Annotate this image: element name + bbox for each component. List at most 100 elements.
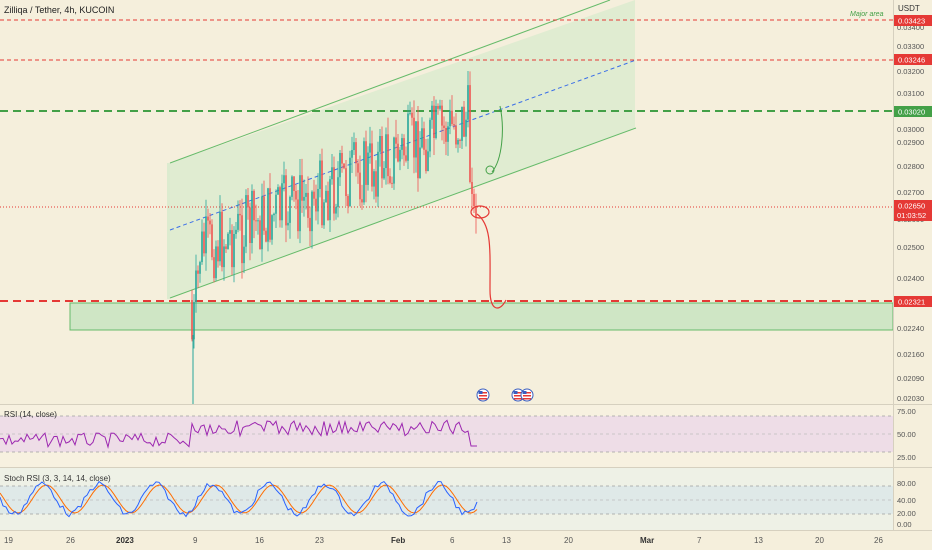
candle-body (229, 230, 231, 234)
candle-body (353, 142, 355, 151)
candle-body (405, 155, 407, 161)
rsi-line (0, 419, 477, 449)
candle-body (303, 196, 305, 201)
candle-body (331, 167, 333, 180)
price-tick: 0.03300 (897, 42, 924, 51)
candle-body (265, 230, 267, 242)
candle-body (371, 143, 373, 187)
candle-body (417, 121, 419, 179)
candle-body (433, 105, 435, 138)
candle-body (263, 196, 265, 231)
us-flag-icon[interactable] (520, 388, 534, 402)
candle-body (225, 246, 227, 249)
candle-body (337, 177, 339, 208)
us-flag-icon[interactable] (511, 388, 525, 402)
price-badge: 0.03423 (894, 15, 932, 26)
time-tick: 6 (450, 536, 455, 545)
candle-body (297, 199, 299, 232)
candle-body (409, 112, 411, 114)
candle-body (453, 124, 455, 126)
candle-body (291, 176, 293, 197)
candle-body (283, 175, 285, 184)
time-tick: 20 (564, 536, 573, 545)
candle-body (323, 202, 325, 226)
channel-lower-line (169, 127, 637, 299)
candle-body (251, 190, 253, 244)
candle-body (475, 206, 477, 218)
candle-body (347, 195, 349, 207)
rsi-label[interactable]: RSI (14, close) (4, 410, 57, 419)
candle-body (351, 150, 353, 158)
candle-body (397, 143, 399, 162)
svg-text:0.02650: 0.02650 (898, 202, 925, 211)
candle-body (289, 196, 291, 223)
candle-body (387, 134, 389, 177)
candle-body (445, 127, 447, 142)
stoch-d-line (0, 484, 478, 514)
price-tick: 0.02700 (897, 188, 924, 197)
us-flag-icon[interactable] (476, 388, 490, 402)
green-curve (491, 105, 503, 173)
candle-body (451, 110, 453, 125)
stoch-label[interactable]: Stoch RSI (3, 3, 14, 14, close) (4, 474, 111, 483)
price-tick: 0.03400 (897, 23, 924, 32)
candle-body (209, 220, 211, 225)
time-tick: 2023 (116, 536, 134, 545)
candle-body (413, 117, 415, 158)
svg-text:0.02321: 0.02321 (898, 298, 925, 307)
candle-body (271, 215, 273, 240)
time-tick: 13 (502, 536, 511, 545)
candle-body (293, 176, 295, 192)
candle-body (379, 135, 381, 152)
candle-body (223, 246, 225, 268)
price-tick: 0.02400 (897, 274, 924, 283)
candle-body (329, 179, 331, 221)
candle-body (279, 187, 281, 221)
svg-text:0.03020: 0.03020 (898, 108, 925, 117)
candle-body (191, 300, 193, 340)
candle-body (469, 85, 471, 182)
svg-text:0.03246: 0.03246 (898, 56, 925, 65)
price-tick: 0.03100 (897, 89, 924, 98)
candle-body (395, 137, 397, 144)
candle-body (249, 207, 251, 244)
candle-body (275, 194, 277, 214)
candle-body (221, 211, 223, 268)
major-area-label: Major area (850, 11, 884, 18)
candle-body (195, 270, 197, 303)
candle-body (449, 110, 451, 127)
candle-body (193, 302, 195, 340)
candle-body (373, 171, 375, 187)
candle-body (419, 147, 421, 179)
candle-body (355, 142, 357, 164)
candle-body (281, 183, 283, 221)
projection-arrow (476, 213, 507, 309)
candle-body (439, 105, 441, 109)
stoch-tick: 40.00 (897, 496, 916, 505)
candle-body (427, 151, 429, 172)
price-axis[interactable]: 0.03400 0.03300 0.03200 0.03100 0.03000 … (897, 23, 924, 403)
candle-body (197, 270, 199, 274)
time-tick: 7 (697, 536, 702, 545)
time-axis-background (0, 530, 932, 550)
candle-body (411, 112, 413, 118)
candle-body (385, 134, 387, 169)
candle-body (203, 231, 205, 254)
candle-body (367, 152, 369, 185)
time-axis[interactable]: 19 26 2023 9 16 23 Feb 6 13 20 Mar 7 13 … (4, 536, 883, 545)
candle-body (211, 224, 213, 258)
price-tick: 0.02030 (897, 394, 924, 403)
price-tick: 0.02800 (897, 162, 924, 171)
green-circle (485, 165, 495, 175)
rsi-tick: 75.00 (897, 407, 916, 416)
candle-body (259, 220, 261, 250)
price-badge: 0.03246 (894, 54, 932, 65)
time-tick: 26 (66, 536, 75, 545)
candle-body (463, 106, 465, 137)
current-price-badge: 0.02650 01:03:52 (894, 200, 932, 221)
candle-body (311, 191, 313, 232)
candle-body (321, 160, 323, 226)
candle-body (237, 213, 239, 230)
candle-body (315, 198, 317, 212)
